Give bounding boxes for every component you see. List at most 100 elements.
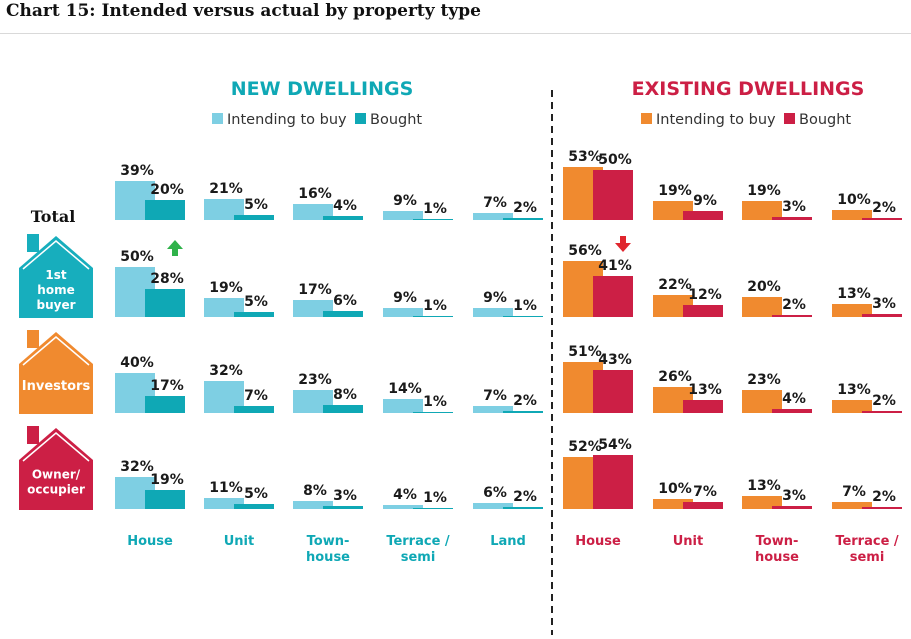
value-label-bought: 1% [423,394,447,410]
bar-bought [234,406,274,413]
row-label: home [37,283,74,297]
bar-bought [234,312,274,317]
bar-intending [742,390,782,413]
bar-intending [473,406,513,413]
row-label: buyer [36,298,75,312]
value-label-bought: 5% [244,294,268,310]
legend-swatch-intending [641,113,652,124]
value-label-intending: 32% [120,459,154,475]
bar-bought [772,506,812,509]
bar-intending [832,400,872,413]
bar-bought [413,219,453,220]
row-label-group: Owner/occupier [19,426,93,510]
roof-line [22,336,90,366]
value-label-bought: 54% [598,437,632,453]
value-label-bought: 2% [513,393,537,409]
bar-intending [204,498,244,509]
bar-bought [683,502,723,509]
section-title: NEW DWELLINGS [231,78,414,100]
bar-bought [413,508,453,509]
value-label-bought: 3% [782,199,806,215]
category-label: Unit [673,534,703,549]
bar-bought [503,411,543,413]
category-label: Terrace / [386,534,450,549]
new-dwellings-panel: NEW DWELLINGS Intending to buy Bought 39% 20… [115,78,543,565]
bar-bought [593,370,633,413]
chimney [27,234,39,252]
value-label-bought: 12% [688,287,722,303]
row-label-total: Total [31,207,76,226]
bar-bought [413,316,453,317]
value-label-intending: 9% [393,290,417,306]
value-label-intending: 14% [388,381,422,397]
category-label: semi [850,550,885,565]
value-label-bought: 4% [782,391,806,407]
bar-bought [683,305,723,317]
value-label-intending: 7% [842,484,866,500]
value-label-intending: 7% [483,195,507,211]
value-label-bought: 13% [688,382,722,398]
value-label-intending: 51% [568,344,602,360]
bar-intending [742,297,782,317]
title-divider [0,33,911,34]
value-label-bought: 2% [872,200,896,216]
value-label-bought: 1% [513,298,537,314]
row-label: 1st [45,268,66,282]
value-label-intending: 53% [568,149,602,165]
value-label-bought: 2% [782,297,806,313]
bar-intending [832,502,872,509]
down-arrow-icon [615,236,631,252]
value-label-bought: 17% [150,378,184,394]
bar-bought [145,289,185,317]
value-label-intending: 8% [303,483,327,499]
bar-intending [473,213,513,220]
bar-bought [413,412,453,413]
value-label-bought: 43% [598,352,632,368]
value-label-intending: 13% [837,382,871,398]
bar-bought [234,504,274,509]
bar-bought [772,409,812,413]
value-label-intending: 10% [837,192,871,208]
category-label: Terrace / [835,534,899,549]
legend: Intending to buy Bought [641,112,851,128]
bar-intending [742,201,782,220]
bar-bought [323,405,363,413]
bar-bought [234,215,274,220]
category-label: Town- [307,534,350,549]
value-label-bought: 9% [693,193,717,209]
bar-bought [503,218,543,220]
bar-bought [323,216,363,220]
value-label-bought: 2% [872,489,896,505]
value-label-intending: 52% [568,439,602,455]
bar-bought [683,211,723,220]
bar-bought [323,311,363,317]
value-label-bought: 50% [598,152,632,168]
value-label-intending: 9% [483,290,507,306]
up-arrow-icon [167,240,183,256]
category-label: house [306,550,350,565]
value-label-bought: 6% [333,293,357,309]
value-label-bought: 20% [150,182,184,198]
value-label-bought: 7% [693,484,717,500]
chimney [27,330,39,348]
bar-bought [593,170,633,220]
category-label: Land [490,534,526,549]
bar-intending [204,199,244,220]
legend-swatch-intending [212,113,223,124]
value-label-bought: 28% [150,271,184,287]
value-label-intending: 56% [568,243,602,259]
value-label-intending: 4% [393,487,417,503]
value-label-intending: 19% [209,280,243,296]
value-label-bought: 4% [333,198,357,214]
value-label-intending: 20% [747,279,781,295]
row-label: Owner/ [32,468,81,482]
chart-title: Chart 15: Intended versus actual by prop… [6,1,481,21]
bar-bought [683,400,723,413]
bar-bought [772,315,812,317]
legend: Intending to buy Bought [212,112,422,128]
section-title: EXISTING DWELLINGS [632,78,865,100]
bar-intending [383,399,423,413]
value-label-bought: 3% [782,488,806,504]
